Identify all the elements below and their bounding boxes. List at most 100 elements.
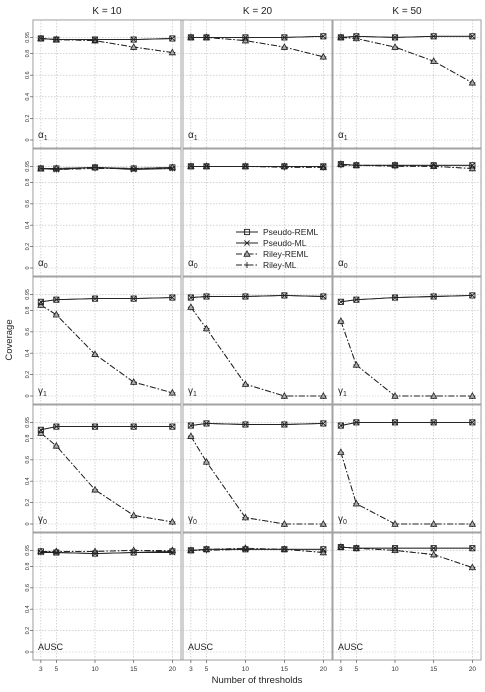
panel-r3-c1-point-pseudo-reml-15 xyxy=(130,295,137,302)
panel-r5-c2-xtick-label-3: 3 xyxy=(189,666,193,673)
panel-r5-c2-point-pseudo-ml-20 xyxy=(320,546,327,553)
panel-r4-c1-point-riley-reml-5 xyxy=(52,441,61,449)
panel-r3-c1-point-pseudo-reml-3 xyxy=(37,298,44,305)
panel-r2-c2-frame xyxy=(182,148,333,277)
panel-r4-c3-point-pseudo-reml-20 xyxy=(469,419,476,426)
panel-r4-c3-point-riley-reml-3 xyxy=(337,448,345,456)
panel-r2-c3-point-pseudo-reml-15 xyxy=(430,162,437,169)
panel-r3-c2-point-riley-reml-10 xyxy=(241,380,250,387)
panel-r2-c3-point-pseudo-reml-20 xyxy=(469,162,476,169)
panel-r3-c1-param-label: γ1 xyxy=(38,386,47,398)
panel-r2-c1-param-subscript: 0 xyxy=(44,263,48,270)
panel-r5-c1-ytick-label-0: 0 xyxy=(25,650,31,653)
panel-r3-c1-point-pseudo-ml-3 xyxy=(37,298,44,305)
panel-r2-c1-param-label: α0 xyxy=(38,258,48,270)
panel-r2-c3-frame xyxy=(332,148,482,277)
panel-r1-c2-point-pseudo-reml-15 xyxy=(281,34,288,41)
panel-r5-c2-point-pseudo-reml-10 xyxy=(242,546,249,553)
panel-r5-c1-xtick-label-3: 3 xyxy=(39,666,43,673)
panel-r2-c1-point-pseudo-reml-15 xyxy=(130,165,137,172)
panel-r3-c1-point-riley-reml-20 xyxy=(168,388,177,396)
panel-r3-c1-point-riley-reml-15 xyxy=(130,378,138,385)
panel-r4-c3-frame xyxy=(332,404,482,533)
panel-r1-c1-point-pseudo-reml-3 xyxy=(37,35,44,42)
panel-r3-c2-point-pseudo-ml-20 xyxy=(320,293,327,300)
panel-r1-c1-point-riley-reml-20 xyxy=(168,48,177,56)
panel-r1-c3-param-label: α1 xyxy=(338,130,348,142)
panel-r1-c3-line-pseudo-reml xyxy=(340,35,473,38)
panel-r3-c1-line-pseudo-reml xyxy=(40,297,173,303)
panel-r2-c2-point-pseudo-reml-20 xyxy=(320,163,327,170)
panel-r5-c1-point-pseudo-reml-10 xyxy=(91,550,99,557)
panel-r2-c1-ytick-label-0-95: 0.95 xyxy=(25,161,31,172)
panel-r4-c1-ytick-label-0: 0 xyxy=(25,522,31,525)
panel-r5-c3-param-label: AUSC xyxy=(338,642,364,652)
panel-r3-c1-point-pseudo-reml-20 xyxy=(169,294,176,301)
panel-r3-c2-point-pseudo-reml-3 xyxy=(187,294,194,301)
panel-r3-c1-ytick-label-0-2: 0.2 xyxy=(25,371,31,379)
panel-r4-c1-point-pseudo-ml-3 xyxy=(37,426,44,433)
panel-r1-c2-point-riley-reml-15 xyxy=(280,43,289,50)
panel-r2-c3-point-pseudo-reml-10 xyxy=(391,162,399,169)
legend-marker-pseudo-ml xyxy=(244,240,250,246)
panel-r4-c2-point-pseudo-ml-20 xyxy=(320,420,327,427)
panel-r4-c1-point-pseudo-reml-5 xyxy=(53,423,60,430)
panel-r4-c1-line-riley-reml xyxy=(40,432,173,523)
panel-r1-c1-ytick-label-0-4: 0.4 xyxy=(25,93,31,101)
panel-r1-c3-frame xyxy=(332,19,482,149)
panel-r5-c2-frame xyxy=(182,532,333,661)
panel-r5-c1-ytick-label-0-2: 0.2 xyxy=(25,627,31,635)
panel-r1-c1-ytick-label-0: 0 xyxy=(25,138,31,141)
panel-r4-c1-point-riley-reml-20 xyxy=(168,517,177,525)
panel-r2-c2-param-subscript: 0 xyxy=(194,263,198,270)
panel-r3-c2-point-pseudo-reml-5 xyxy=(203,293,210,300)
panel-r4-c2-param-label: γ0 xyxy=(188,514,197,526)
panel-r5-c2: AUSC 3 5 10 15 20 xyxy=(182,532,333,673)
panel-r4-c1-ytick-label-0-6: 0.6 xyxy=(25,456,31,464)
panel-r1-c2-point-pseudo-ml-20 xyxy=(320,33,327,40)
panel-r4-c3-point-riley-reml-20 xyxy=(468,519,477,527)
panel-r3-c3-point-pseudo-reml-20 xyxy=(469,292,476,299)
panel-r4-c2-point-pseudo-reml-20 xyxy=(320,420,327,427)
panel-r5-c2-point-pseudo-reml-15 xyxy=(281,546,288,553)
panel-r1-c3-point-pseudo-reml-5 xyxy=(353,33,360,40)
panel-r5-c1-xtick-label-5: 5 xyxy=(55,666,59,673)
panel-r1-c3-point-riley-reml-20 xyxy=(468,78,477,86)
panel-r5-c1-xtick-label-20: 20 xyxy=(169,666,177,673)
panel-r1-c3-point-pseudo-reml-20 xyxy=(469,33,476,40)
panel-r5-c3-xtick-label-10: 10 xyxy=(391,666,399,673)
panel-r4-c1-point-pseudo-reml-10 xyxy=(91,423,99,430)
panel-r4-c2-point-riley-reml-15 xyxy=(280,519,289,527)
panel-r3-c3-point-pseudo-reml-3 xyxy=(337,298,344,305)
panel-r2-c2-point-pseudo-reml-10 xyxy=(242,163,249,170)
panel-r3-c3-param-subscript: 1 xyxy=(343,391,347,398)
panel-r5-c2-point-pseudo-ml-3 xyxy=(187,547,194,554)
legend-item-riley-reml: Riley-REML xyxy=(236,249,309,259)
panel-r5-c1-point-pseudo-reml-20 xyxy=(169,548,176,555)
panel-r4-c1-param-label: γ0 xyxy=(38,514,47,526)
panel-r3-c1-ytick-label-0-6: 0.6 xyxy=(25,328,31,336)
panel-r4-c3-line-pseudo-reml xyxy=(340,421,473,427)
panel-r5-c3-point-pseudo-reml-3 xyxy=(337,544,344,551)
panel-r4-c2-line-pseudo-reml xyxy=(190,422,324,427)
panel-r2-c1-point-pseudo-reml-5 xyxy=(53,165,60,172)
panel-r4-c1-point-pseudo-reml-20 xyxy=(169,423,176,430)
panel-r1-c1-point-pseudo-reml-15 xyxy=(130,36,137,43)
panel-r5-c2-xtick-label-10: 10 xyxy=(242,666,250,673)
panel-r5-c1-point-pseudo-reml-15 xyxy=(130,549,137,556)
panel-r3-c2-param-label: γ1 xyxy=(188,386,197,398)
panel-r5-c3-point-pseudo-ml-3 xyxy=(337,544,344,551)
panel-r5-c3-xtick-label-3: 3 xyxy=(339,666,343,673)
panel-r4-c1-param-subscript: 0 xyxy=(43,519,47,526)
panel-r1-c2-point-pseudo-ml-3 xyxy=(187,34,194,41)
panel-r1-c3-point-pseudo-reml-15 xyxy=(430,33,437,40)
panel-r3-c1-ytick-label-0-4: 0.4 xyxy=(25,349,31,357)
panel-r5-c2-point-pseudo-reml-20 xyxy=(320,546,327,553)
panel-r4-c2: γ0 xyxy=(182,404,333,533)
panel-r1-c1-ytick-label-0-95: 0.95 xyxy=(25,32,31,43)
panel-r1-c3: α1 xyxy=(332,19,482,149)
panel-r1-c2-point-riley-reml-20 xyxy=(319,52,327,60)
panel-r3-c1-ytick-label-0-8: 0.8 xyxy=(25,307,31,315)
panel-r5-c3-line-pseudo-reml xyxy=(340,546,473,549)
panel-r5-c3-point-pseudo-reml-10 xyxy=(391,545,399,552)
